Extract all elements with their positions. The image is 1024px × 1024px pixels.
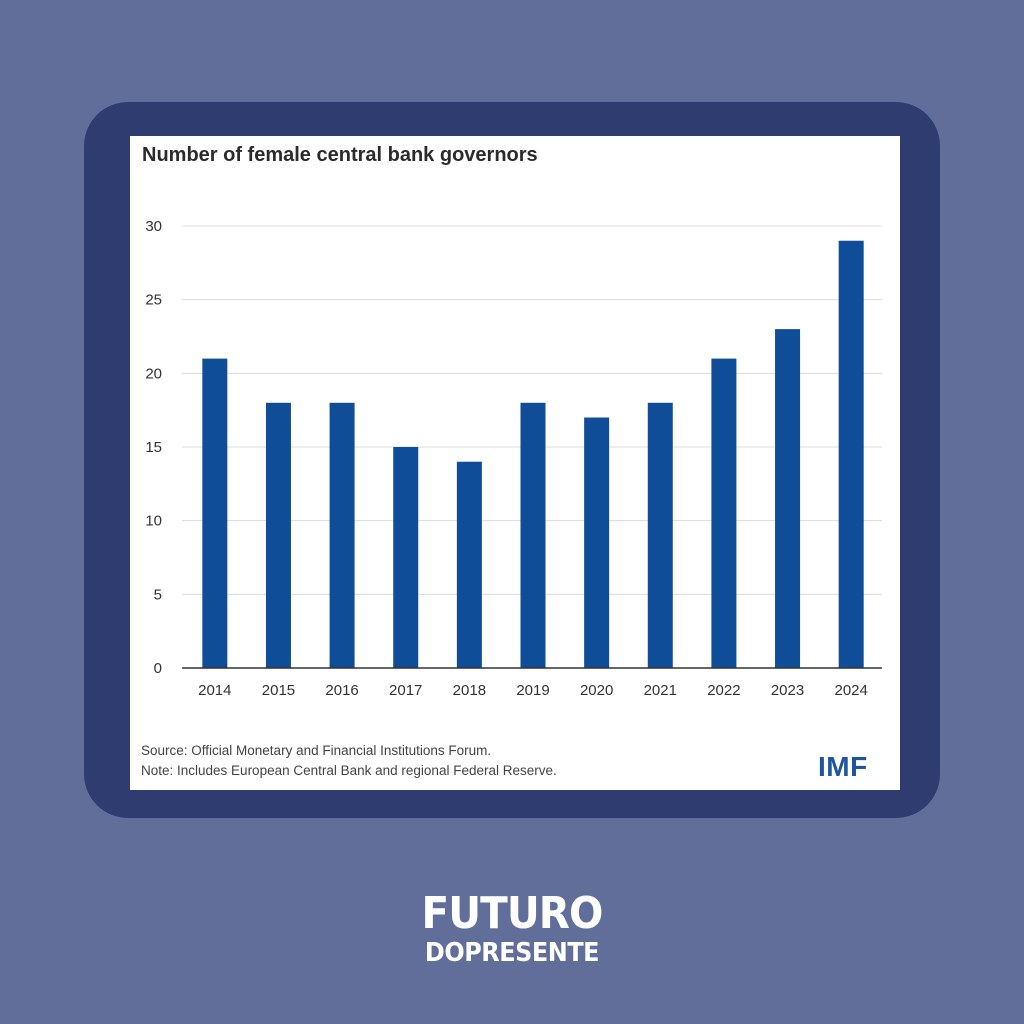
x-tick-label: 2017: [389, 682, 422, 699]
footnote: Note: Includes European Central Bank and…: [141, 763, 557, 778]
bar: [456, 461, 482, 668]
y-tick-label: 15: [145, 439, 162, 456]
y-tick-label: 5: [154, 586, 162, 603]
bar: [775, 329, 801, 668]
x-tick-label: 2019: [516, 682, 549, 699]
x-tick-label: 2023: [771, 682, 804, 699]
x-tick-label: 2024: [834, 682, 867, 699]
bar: [647, 402, 673, 668]
y-tick-label: 25: [145, 292, 162, 309]
bar: [202, 358, 228, 668]
bar-chart: 0 5 10 15 20 25 30 2014 2015 2016 2017 2018 2019 2020…: [145, 218, 882, 699]
x-tick-label: 2020: [580, 682, 613, 699]
x-tick-label: 2018: [453, 682, 486, 699]
y-tick-label: 0: [154, 660, 162, 677]
chart-notes: Source: Official Monetary and Financial …: [141, 741, 557, 781]
chart-card: [130, 136, 900, 790]
imf-logo: IMF: [818, 751, 868, 782]
bar: [711, 358, 737, 668]
x-tick-label: 2015: [262, 682, 295, 699]
chart-title: Number of female central bank governors: [142, 144, 538, 166]
y-tick-label: 10: [145, 513, 162, 530]
bar: [265, 402, 291, 668]
bar: [584, 417, 610, 668]
y-tick-label: 20: [145, 365, 162, 382]
y-tick-label: 30: [145, 218, 162, 235]
x-tick-label: 2022: [707, 682, 740, 699]
brand-line-2: DOPRESENTE: [424, 938, 600, 968]
x-tick-label: 2021: [644, 682, 677, 699]
bar: [838, 240, 864, 668]
bar: [520, 402, 546, 668]
brand-logo: FUTURO DOPRESENTE: [0, 888, 1024, 969]
source-note: Source: Official Monetary and Financial …: [141, 743, 492, 758]
x-tick-label: 2016: [325, 682, 358, 699]
bar: [393, 447, 419, 668]
bar: [329, 402, 355, 668]
x-tick-label: 2014: [198, 682, 231, 699]
brand-line-1: FUTURO: [421, 888, 603, 939]
